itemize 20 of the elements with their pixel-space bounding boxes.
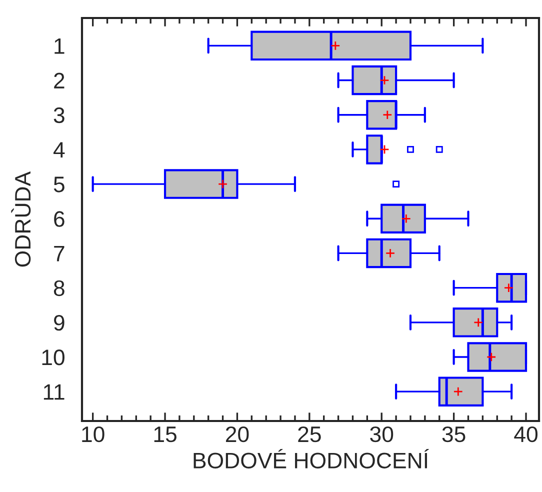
- x-tick-label: 15: [154, 426, 176, 442]
- y-tick-label: 6: [54, 211, 64, 227]
- y-tick-label: 5: [54, 176, 64, 192]
- x-axis-title: BODOVÉ HODNOCENÍ: [194, 448, 429, 468]
- y-axis-title: ODRÙDA: [11, 171, 31, 267]
- x-tick-label: 40: [514, 426, 538, 442]
- y-tick-label: 2: [54, 72, 64, 88]
- x-tick-label: 35: [442, 426, 466, 442]
- x-tick-label: 25: [298, 426, 321, 442]
- x-tick-label: 10: [82, 426, 104, 442]
- y-tick-label: 11: [44, 384, 64, 400]
- y-tick-label: 7: [54, 246, 64, 262]
- x-tick-label: 30: [370, 426, 394, 442]
- y-tick-label: 9: [54, 314, 64, 331]
- y-tick-label: 1: [54, 38, 64, 54]
- x-tick-label: 20: [226, 426, 249, 442]
- y-tick-label: 8: [54, 280, 64, 296]
- y-tick-label: 10: [42, 350, 64, 366]
- y-tick-label: 3: [54, 107, 64, 124]
- y-tick-label: 4: [53, 142, 65, 158]
